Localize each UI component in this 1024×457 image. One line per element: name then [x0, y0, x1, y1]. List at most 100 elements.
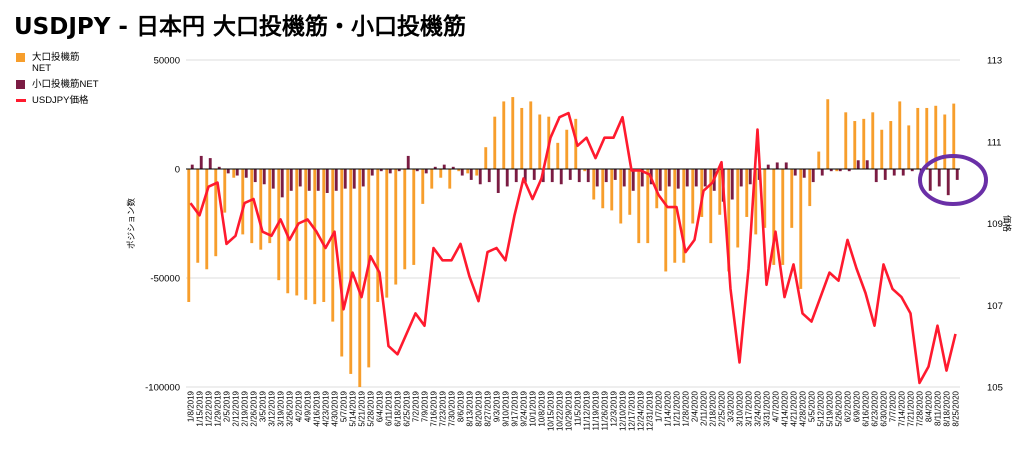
y-tick-label: 50000 [154, 56, 180, 67]
x-tick-label: 8/4/2020 [925, 390, 934, 422]
bar-small [631, 169, 635, 191]
bar-large [376, 169, 380, 302]
x-tick-label: 6/16/2020 [862, 390, 871, 426]
x-tick-label: 7/7/2020 [889, 390, 898, 422]
x-tick-label: 5/12/2020 [817, 390, 826, 426]
bar-large [349, 169, 353, 374]
bar-large [646, 169, 650, 244]
x-tick-label: 11/19/2019 [592, 390, 601, 430]
chart-title: USDJPY - 日本円 大口投機筋・小口投機筋 [14, 14, 466, 40]
x-tick-label: 8/20/2019 [475, 390, 484, 426]
y2-tick-label: 111 [987, 137, 1001, 148]
x-tick-label: 7/28/2020 [916, 390, 925, 426]
y2-tick-label: 107 [987, 301, 1003, 312]
x-tick-label: 10/22/2019 [556, 390, 565, 431]
bar-small [613, 169, 617, 180]
bar-small [658, 169, 662, 191]
bar-small [595, 169, 599, 187]
bar-large [529, 101, 533, 169]
x-tick-label: 3/19/2019 [277, 390, 286, 426]
bar-large [466, 169, 470, 174]
bar-large [538, 114, 542, 169]
bar-large [205, 169, 209, 270]
bar-large [295, 169, 299, 296]
bar-large [448, 169, 452, 189]
x-tick-label: 1/28/2020 [682, 390, 691, 426]
x-tick-label: 3/26/2019 [286, 390, 295, 426]
bar-large [808, 169, 812, 207]
bar-small [856, 160, 860, 169]
bar-large [754, 169, 758, 235]
bar-large [637, 169, 641, 244]
bar-large [241, 169, 245, 235]
bar-small [901, 169, 905, 176]
bar-small [748, 169, 752, 185]
x-tick-label: 10/29/2019 [565, 390, 574, 431]
bar-large [304, 169, 308, 300]
bar-large [196, 169, 200, 263]
bar-large [610, 169, 614, 211]
bar-small [244, 169, 248, 178]
legend-label-price: USDJPY価格 [32, 95, 89, 106]
bar-small [190, 164, 194, 169]
bar-small [217, 166, 221, 169]
bar-small [442, 164, 446, 169]
bar-small [433, 166, 437, 169]
bar-small [559, 169, 563, 185]
x-tick-label: 12/31/2019 [646, 390, 655, 431]
bar-small [775, 162, 779, 169]
bar-large [628, 169, 632, 215]
x-tick-label: 4/30/2019 [331, 390, 340, 426]
x-tick-label: 4/2/2019 [295, 390, 304, 422]
bar-small [226, 169, 230, 174]
bar-small [784, 162, 788, 169]
y2-tick-label: 105 [987, 383, 1003, 394]
bar-small [370, 169, 374, 176]
bar-small [676, 169, 680, 189]
bar-small [883, 169, 887, 180]
bar-large [844, 112, 848, 169]
bar-large [934, 105, 938, 169]
bar-large [502, 101, 506, 169]
bar-small [316, 169, 320, 191]
x-tick-label: 1/22/2019 [205, 390, 214, 426]
x-tick-label: 7/30/2019 [448, 390, 457, 426]
x-tick-label: 3/17/2020 [745, 390, 754, 426]
x-tick-label: 9/10/2019 [502, 390, 511, 426]
x-tick-label: 2/19/2019 [241, 390, 250, 426]
bar-small [253, 169, 257, 183]
x-tick-label: 5/14/2019 [349, 390, 358, 426]
x-tick-label: 6/25/2019 [403, 390, 412, 426]
bar-small [685, 169, 689, 187]
x-tick-label: 3/12/2019 [268, 390, 277, 426]
bar-large [619, 169, 623, 224]
bar-small [865, 160, 869, 169]
bar-small [838, 169, 842, 172]
bar-small [514, 169, 518, 183]
bar-large [601, 169, 605, 209]
legend-label-small: 小口投機筋NET [32, 79, 99, 90]
bar-large [412, 169, 416, 265]
x-tick-label: 7/9/2019 [421, 390, 430, 422]
x-tick-label: 3/10/2020 [736, 390, 745, 426]
bar-small [766, 164, 770, 169]
bar-large [835, 169, 839, 172]
bar-large [232, 169, 236, 178]
bar-large [826, 99, 830, 169]
bar-small [928, 169, 932, 191]
x-tick-label: 2/11/2020 [700, 390, 709, 426]
bar-large [907, 125, 911, 169]
x-tick-label: 1/8/2019 [187, 390, 196, 422]
y2-tick-label: 113 [987, 56, 1002, 67]
x-tick-label: 6/4/2019 [376, 390, 385, 422]
bar-large [691, 169, 695, 224]
highlight-ellipse [918, 154, 988, 206]
y-tick-label: -100000 [145, 383, 180, 394]
bar-large [817, 151, 821, 169]
bar-small [640, 169, 644, 187]
bar-large [268, 169, 272, 244]
bar-small [271, 169, 275, 189]
bar-large [475, 169, 479, 176]
bar-large [736, 169, 740, 248]
